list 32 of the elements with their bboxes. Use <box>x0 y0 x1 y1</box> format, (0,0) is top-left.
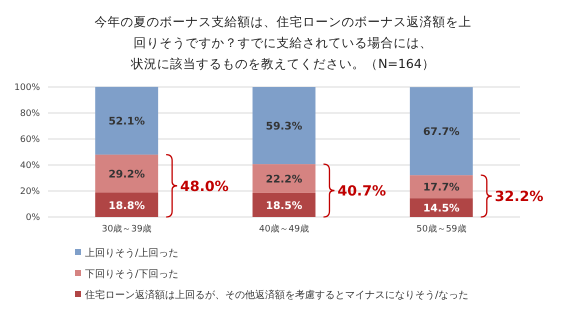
bar <box>410 87 473 176</box>
legend-label: 住宅ローン返済額は上回るが、その他返済額を考慮するとマイナスになりそう/なった <box>85 289 468 301</box>
data-label: 52.1% <box>108 116 146 128</box>
y-tick-label: 80% <box>20 108 40 119</box>
y-tick-label: 60% <box>20 134 40 145</box>
chart-title: 今年の夏のボーナス支給額は、住宅ローンのボーナス返済額を上回りそうですか？すでに支給されている場合には、状況に該当するものを教えてください。（N=164） <box>94 14 472 71</box>
data-label: 18.8% <box>108 200 146 212</box>
y-tick-label: 40% <box>20 160 40 171</box>
data-label: 14.5% <box>423 202 460 215</box>
y-tick-label: 0% <box>26 212 40 223</box>
bar <box>252 164 316 193</box>
data-label: 59.3% <box>266 120 303 133</box>
bar <box>95 86 158 155</box>
data-label: 22.2% <box>266 174 303 186</box>
data-label: 67.7% <box>423 126 460 138</box>
annotation: 40.7% <box>337 184 386 200</box>
y-tick-label: 20% <box>20 186 40 197</box>
x-tick-label: 30歳～39歳 <box>102 223 152 234</box>
data-label: 17.7% <box>423 182 460 194</box>
data-label: 29.2% <box>108 168 146 181</box>
annotation: 32.2% <box>494 189 544 206</box>
legend-label: 上回りそう/上回った <box>85 247 178 259</box>
y-tick-label: 100% <box>14 82 40 93</box>
x-tick-label: 50歳～59歳 <box>416 223 466 234</box>
bar <box>252 87 316 164</box>
bar <box>410 175 473 198</box>
legend-label: 下回りそう/下回った <box>85 269 178 280</box>
annotation: 48.0% <box>180 178 229 195</box>
x-tick-label: 40歳～49歳 <box>259 223 309 234</box>
data-label: 18.5% <box>266 200 303 212</box>
bar <box>95 192 158 217</box>
bar <box>95 154 158 193</box>
